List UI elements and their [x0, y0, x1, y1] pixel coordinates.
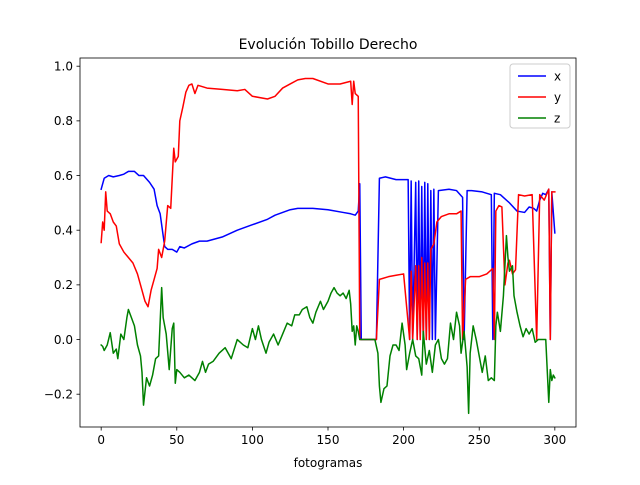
x-axis-label: fotogramas — [294, 456, 363, 470]
x-tick-label: 150 — [317, 433, 340, 447]
y-tick-label: 0.4 — [54, 224, 73, 238]
legend-label-z: z — [554, 111, 560, 125]
x-tick-label: 100 — [241, 433, 264, 447]
x-tick-label: 250 — [468, 433, 491, 447]
x-tick-label: 0 — [97, 433, 105, 447]
series-line-y — [100, 77, 556, 341]
x-tick-label: 50 — [169, 433, 184, 447]
plot-area: 0 50 100 150 200 250 300 −0.2 0.0 0.2 0.4 0.6 0.8 1.0 — [44, 57, 577, 447]
y-tick-label: 1.0 — [54, 60, 73, 74]
y-tick-label: −0.2 — [44, 388, 73, 402]
legend-label-x: x — [554, 69, 561, 83]
y-tick-label: 0.6 — [54, 169, 73, 183]
y-tick-label: 0.0 — [54, 333, 73, 347]
series-line-z — [100, 234, 556, 415]
legend-box — [509, 63, 571, 129]
chart-title: Evolución Tobillo Derecho — [239, 37, 418, 53]
legend: xyz — [509, 63, 571, 129]
y-tick-label: 0.8 — [54, 114, 73, 128]
legend-label-y: y — [554, 90, 561, 104]
x-tick-label: 200 — [392, 433, 415, 447]
x-tick-label: 300 — [543, 433, 566, 447]
y-tick-label: 0.2 — [54, 278, 73, 292]
